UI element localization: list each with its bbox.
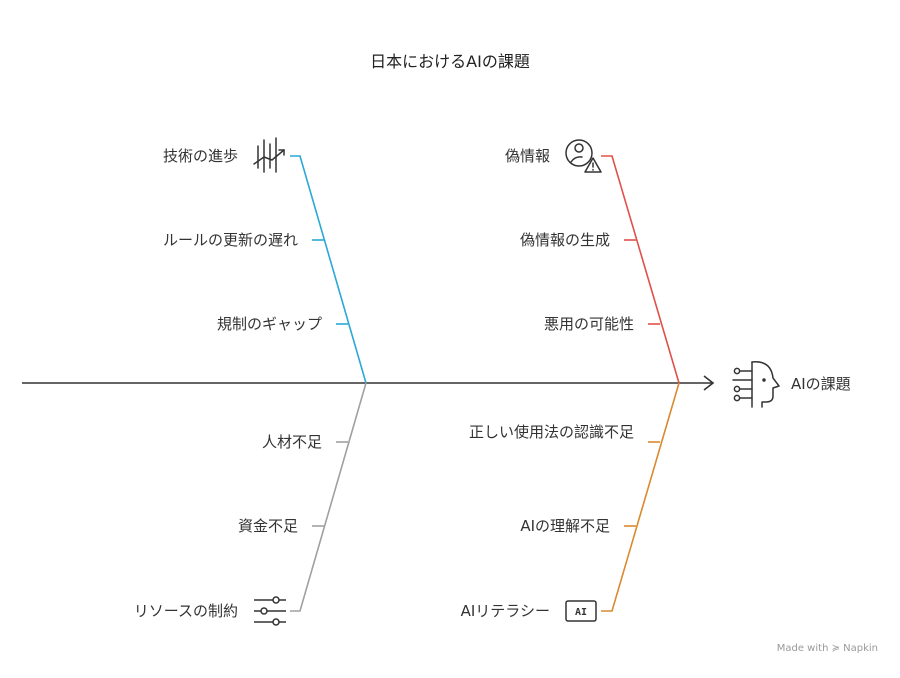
label-disinformation-generation: 偽情報の生成 xyxy=(519,231,610,249)
label-resource-constraints: リソースの制約 xyxy=(133,602,238,620)
ai-chip-icon: AI xyxy=(565,600,597,622)
ai-chip-text: AI xyxy=(575,607,587,618)
bone-bottom-right xyxy=(601,382,680,612)
label-disinformation: 偽情報 xyxy=(504,147,550,165)
label-misuse-potential: 悪用の可能性 xyxy=(543,315,634,333)
label-regulation-gap: 規制のギャップ xyxy=(216,315,322,333)
label-ai-literacy: AIリテラシー xyxy=(460,602,550,620)
spine-arrowhead xyxy=(703,375,715,391)
label-usage-awareness-lack: 正しい使用法の認識不足 xyxy=(468,423,634,441)
ai-head-icon xyxy=(732,361,780,408)
label-ai-understanding-lack: AIの理解不足 xyxy=(520,517,610,535)
label-tech-progress: 技術の進歩 xyxy=(162,147,238,165)
label-funding-shortage: 資金不足 xyxy=(237,517,298,535)
napkin-watermark[interactable]: Made with ≽ Napkin xyxy=(776,643,878,654)
sliders-icon xyxy=(254,596,286,626)
head-label: AIの課題 xyxy=(791,375,851,393)
user-warning-icon xyxy=(565,139,602,173)
bone-top-left xyxy=(290,155,367,384)
bone-top-right xyxy=(601,155,680,384)
growth-chart-icon xyxy=(253,137,285,173)
bone-bottom-left xyxy=(290,382,367,612)
label-rule-update-delay: ルールの更新の遅れ xyxy=(162,231,298,249)
label-talent-shortage: 人材不足 xyxy=(261,433,322,451)
diagram-title: 日本におけるAIの課題 xyxy=(370,52,530,71)
